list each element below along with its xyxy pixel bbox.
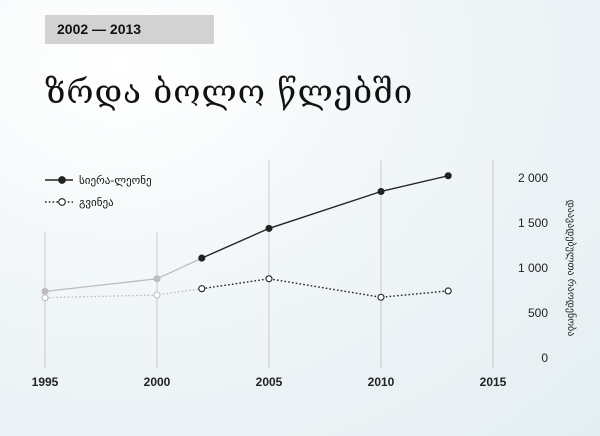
- y-tick-label: 500: [528, 306, 548, 320]
- series-1-point: [198, 285, 206, 293]
- y-tick-label: 0: [541, 351, 548, 365]
- series-0-line: [201, 175, 449, 259]
- chart-title: ზრდა ბოლო წლებში: [45, 72, 414, 111]
- series-0-point: [41, 287, 49, 295]
- legend-label-0: სიერა-ლეონე: [79, 174, 152, 187]
- y-axis-label: დაავადებულთა რაოდენობა: [565, 200, 577, 337]
- series-1-point: [377, 293, 385, 301]
- series-1-line: [201, 278, 449, 298]
- series-1-point: [444, 287, 452, 295]
- y-tick-label: 2 000: [518, 171, 548, 185]
- series-0-point: [153, 275, 161, 283]
- x-tick-label: 2005: [256, 375, 283, 389]
- x-axis-ticks: 1995 2000 2005 2010 2015: [32, 375, 507, 389]
- series-0-point: [198, 254, 206, 262]
- series-1-point: [153, 291, 161, 299]
- legend-marker-1: [58, 198, 66, 206]
- y-tick-label: 1 500: [518, 216, 548, 230]
- x-tick-label: 2015: [480, 375, 507, 389]
- series-0-early-line: [44, 257, 203, 293]
- legend: სიერა-ლეონე გვინეა: [45, 174, 152, 209]
- legend-marker-0: [58, 176, 66, 184]
- series-1-point: [265, 275, 273, 283]
- series-1-early-line: [44, 288, 202, 299]
- series-0-point: [265, 224, 273, 232]
- y-axis-ticks: 0 500 1 000 1 500 2 000: [518, 171, 548, 365]
- x-tick-label: 1995: [32, 375, 59, 389]
- date-range-badge: 2002 — 2013: [45, 15, 214, 44]
- series-0-point: [377, 187, 385, 196]
- series-lines: [41, 172, 452, 302]
- series-0-point: [444, 172, 452, 180]
- legend-label-1: გვინეა: [79, 196, 114, 209]
- y-tick-label: 1 000: [518, 261, 548, 275]
- series-1-point: [41, 294, 49, 302]
- x-tick-label: 2010: [368, 375, 395, 389]
- x-tick-label: 2000: [144, 375, 171, 389]
- vertical-gridlines: [44, 160, 494, 368]
